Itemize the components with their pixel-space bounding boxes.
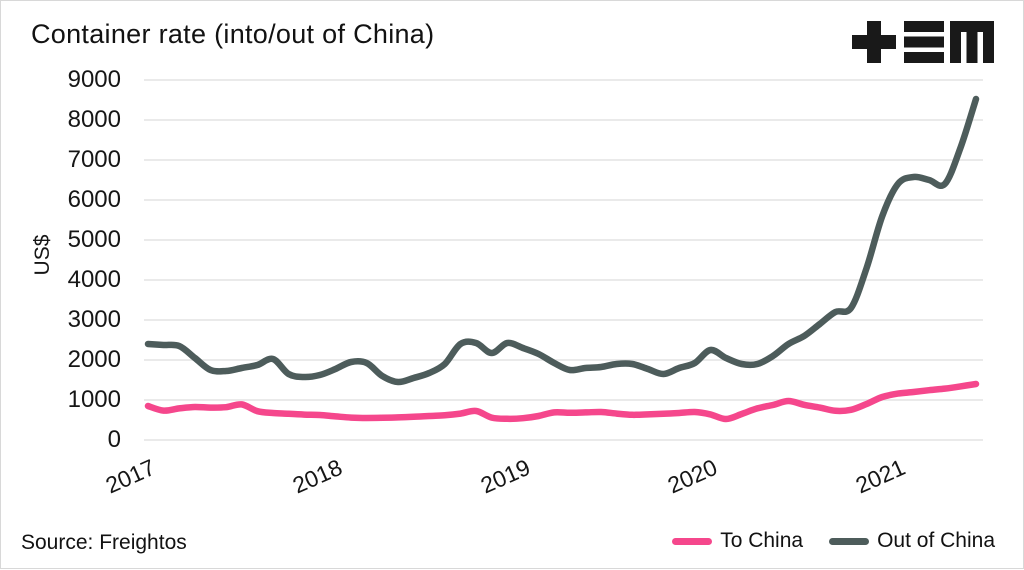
m-icon (950, 21, 994, 63)
legend-label: Out of China (877, 529, 995, 552)
y-tick-label: 8000 (67, 106, 121, 133)
plus-icon (852, 21, 896, 63)
y-tick-label: 5000 (67, 226, 121, 253)
tem-logo (852, 21, 994, 63)
line-to-china (144, 380, 980, 423)
y-tick-label: 7000 (67, 146, 121, 173)
y-tick-label: 9000 (67, 66, 121, 93)
y-tick-label: 6000 (67, 186, 121, 213)
legend-item-out-of-china: Out of China (829, 529, 995, 553)
page-title: Container rate (into/out of China) (31, 19, 435, 49)
y-tick-label: 4000 (67, 266, 121, 293)
y-tick-label: 3000 (67, 306, 121, 333)
to-china-line-swatch (672, 537, 713, 545)
y-axis-ticks: 0 1000 2000 3000 4000 5000 6000 7000 8000 9000 (1, 1, 121, 570)
legend-item-to-china: To China (672, 529, 803, 553)
y-tick-label: 1000 (67, 386, 121, 413)
y-tick-label: 2000 (67, 346, 121, 373)
equals-icon (904, 21, 944, 63)
legend: To China Out of China (672, 529, 995, 553)
out-of-china-line-swatch (829, 537, 870, 545)
source-note: Source: Freightos (21, 531, 187, 554)
legend-label: To China (720, 529, 804, 552)
y-tick-label: 0 (107, 426, 121, 453)
line-out-of-china (144, 95, 980, 386)
